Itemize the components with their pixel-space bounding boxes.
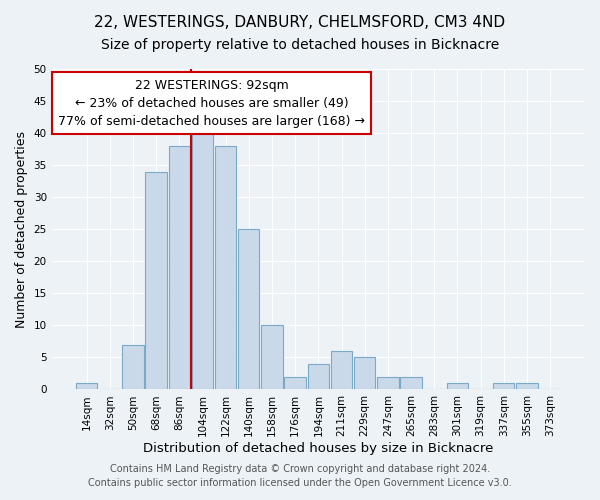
Bar xyxy=(493,383,514,390)
Text: Size of property relative to detached houses in Bicknacre: Size of property relative to detached ho… xyxy=(101,38,499,52)
Bar xyxy=(447,383,468,390)
Bar xyxy=(122,344,143,390)
X-axis label: Distribution of detached houses by size in Bicknacre: Distribution of detached houses by size … xyxy=(143,442,494,455)
Bar xyxy=(400,376,422,390)
Bar xyxy=(169,146,190,390)
Bar xyxy=(354,358,376,390)
Bar xyxy=(331,351,352,390)
Text: 22, WESTERINGS, DANBURY, CHELMSFORD, CM3 4ND: 22, WESTERINGS, DANBURY, CHELMSFORD, CM3… xyxy=(94,15,506,30)
Text: 22 WESTERINGS: 92sqm
← 23% of detached houses are smaller (49)
77% of semi-detac: 22 WESTERINGS: 92sqm ← 23% of detached h… xyxy=(58,78,365,128)
Bar xyxy=(516,383,538,390)
Bar xyxy=(284,376,306,390)
Bar xyxy=(262,326,283,390)
Bar xyxy=(192,126,213,390)
Bar xyxy=(308,364,329,390)
Text: Contains HM Land Registry data © Crown copyright and database right 2024.
Contai: Contains HM Land Registry data © Crown c… xyxy=(88,464,512,487)
Bar xyxy=(377,376,398,390)
Bar xyxy=(145,172,167,390)
Bar xyxy=(76,383,97,390)
Bar xyxy=(238,229,259,390)
Y-axis label: Number of detached properties: Number of detached properties xyxy=(15,130,28,328)
Bar xyxy=(215,146,236,390)
